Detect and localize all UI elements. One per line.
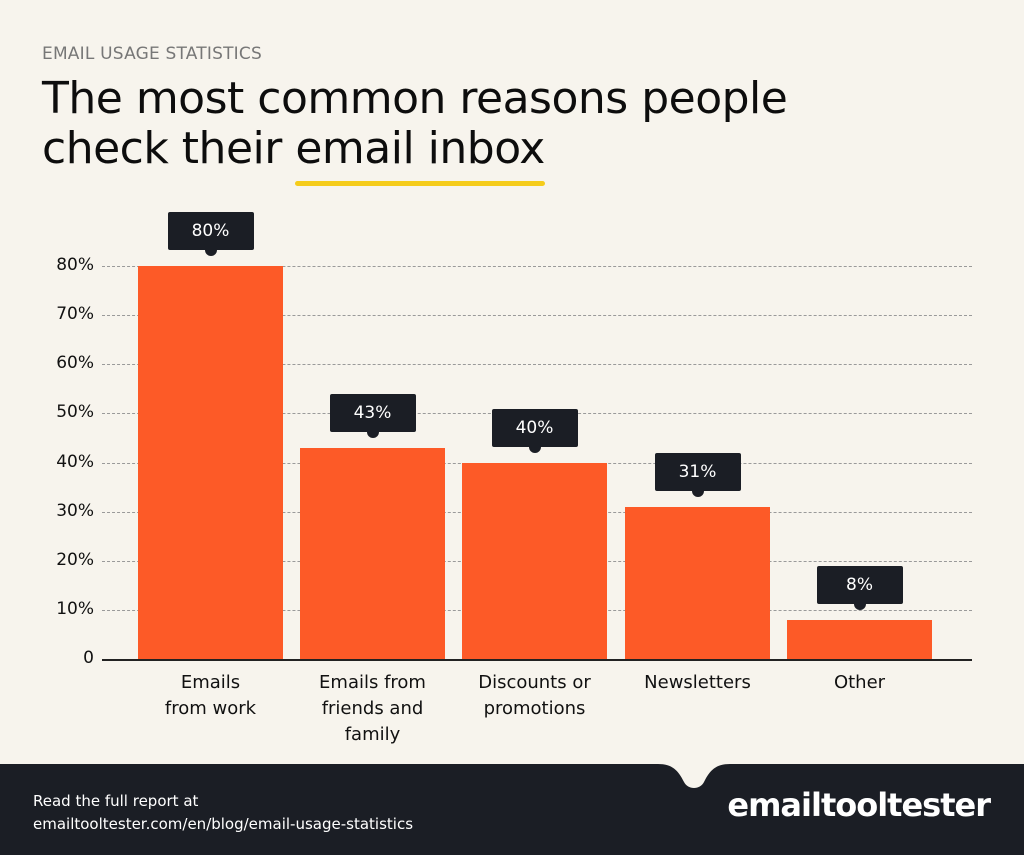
x-label-line: Other bbox=[833, 672, 886, 693]
y-tick-label: 50% bbox=[56, 402, 94, 423]
y-tick-label: 0 bbox=[83, 648, 94, 668]
bar bbox=[787, 619, 932, 659]
x-label-line: family bbox=[344, 724, 401, 745]
value-label: 80% bbox=[167, 212, 254, 256]
y-tick-label: 60% bbox=[56, 353, 94, 374]
x-label-line: from work bbox=[164, 698, 257, 719]
x-label-line: promotions bbox=[483, 698, 586, 719]
eyebrow: EMAIL USAGE STATISTICS bbox=[42, 44, 262, 64]
gridline bbox=[102, 315, 972, 317]
value-label: 43% bbox=[329, 393, 416, 438]
gridline bbox=[102, 364, 972, 366]
bar-chart: 0 10% 20% 30% 40% 50% 60% 70% 80% 80% Emails from w… bbox=[56, 212, 972, 748]
bar bbox=[462, 462, 607, 659]
y-tick-label: 40% bbox=[56, 451, 94, 472]
brand-logo: emailtooltester bbox=[727, 786, 991, 824]
page-title: The most common reasons people check the… bbox=[42, 73, 788, 186]
x-category-label: Emails from work bbox=[126, 670, 296, 722]
title-line-2-prefix: check their bbox=[42, 123, 296, 174]
footer-text: Read the full report at emailtooltester.… bbox=[33, 790, 413, 836]
y-tick-label: 20% bbox=[56, 549, 94, 570]
footer bbox=[0, 764, 1024, 855]
x-category-label: Other bbox=[775, 670, 945, 696]
bar bbox=[138, 266, 283, 659]
footer-line-1: Read the full report at bbox=[33, 792, 199, 810]
y-tick-label: 80% bbox=[56, 255, 94, 275]
value-label: 40% bbox=[491, 408, 578, 453]
x-label-line: Newsletters bbox=[644, 672, 751, 693]
x-label-line: Emails bbox=[180, 672, 241, 693]
value-label: 8% bbox=[816, 565, 903, 610]
x-category-label: Newsletters bbox=[613, 670, 783, 696]
report-link[interactable]: emailtooltester.com/en/blog/email-usage-… bbox=[33, 815, 414, 833]
x-category-label: Discounts or promotions bbox=[450, 670, 620, 722]
y-tick-label: 10% bbox=[56, 598, 94, 619]
bar bbox=[300, 447, 445, 659]
y-tick-label: 70% bbox=[56, 304, 94, 325]
x-axis-line bbox=[102, 659, 972, 661]
footer-notch-shape bbox=[658, 764, 730, 788]
x-label-line: Discounts or bbox=[478, 672, 591, 693]
x-label-line: Emails from bbox=[319, 672, 426, 693]
value-label: 31% bbox=[654, 452, 741, 497]
bar bbox=[625, 506, 770, 659]
x-label-line: friends and bbox=[321, 698, 424, 719]
y-tick-label: 30% bbox=[56, 500, 94, 521]
gridline bbox=[102, 266, 972, 267]
title-highlight: email inbox bbox=[295, 123, 545, 186]
title-line-1: The most common reasons people bbox=[42, 73, 788, 124]
x-category-label: Emails from friends and family bbox=[288, 670, 458, 748]
